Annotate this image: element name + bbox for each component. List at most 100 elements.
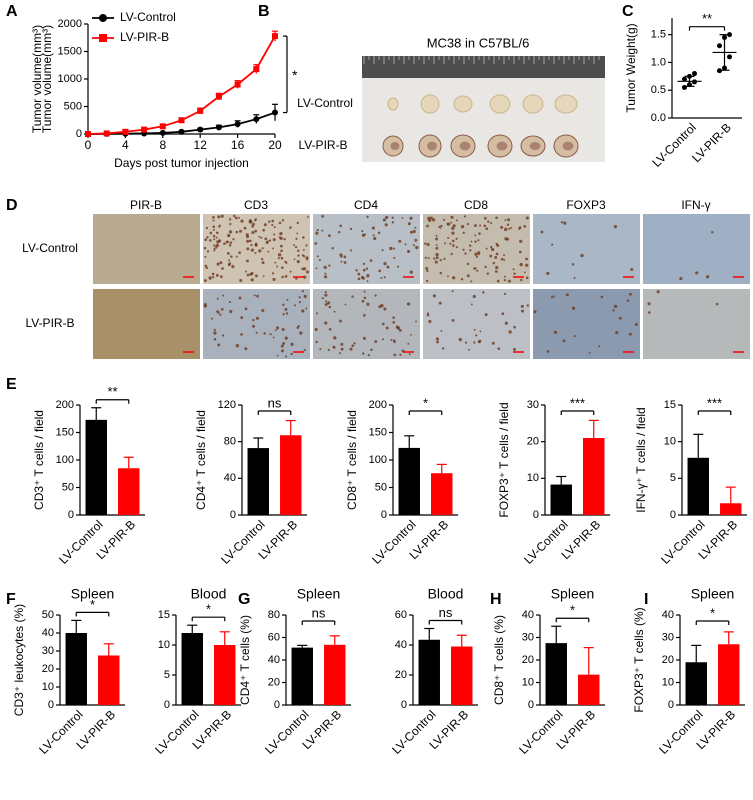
- stain-dot: [252, 318, 255, 322]
- stain-dot: [331, 247, 334, 250]
- stain-dot: [540, 230, 544, 234]
- bar: [431, 473, 453, 515]
- stain-dot: [219, 261, 223, 265]
- stain-dot: [486, 272, 490, 275]
- stain-dot: [316, 255, 319, 258]
- stain-dot: [494, 256, 498, 259]
- micrograph: [313, 214, 420, 284]
- point: [141, 126, 148, 133]
- point: [727, 54, 732, 60]
- stain-dot: [451, 318, 455, 322]
- stain-dot: [435, 246, 439, 250]
- panel-letter: E: [6, 376, 17, 393]
- stain-dot: [211, 272, 215, 276]
- stain-dot: [260, 236, 263, 239]
- stain-dot: [206, 236, 209, 239]
- stain-dot: [407, 342, 410, 345]
- stain-dot: [235, 230, 239, 234]
- stain-dot: [479, 330, 482, 333]
- stain-dot: [412, 244, 415, 247]
- stain-dot: [439, 271, 443, 275]
- stain-dot: [391, 216, 394, 219]
- significance: ns: [439, 605, 453, 620]
- stain-dot: [443, 242, 446, 245]
- stain-dot: [215, 246, 218, 249]
- x-tick-label: LV-Control: [262, 707, 311, 756]
- stain-dot: [305, 256, 309, 260]
- stain-dot: [301, 289, 305, 293]
- chart-title: Blood: [191, 586, 227, 602]
- stain-dot: [523, 271, 526, 274]
- stain-dot: [268, 220, 271, 223]
- y-axis-label: CD8⁺ T cells (%): [492, 615, 506, 705]
- y-tick-label: 500: [64, 100, 82, 112]
- stain-dot: [565, 293, 569, 297]
- stain-dot: [258, 235, 261, 238]
- stain-dot: [216, 297, 219, 300]
- stain-dot: [319, 348, 322, 351]
- stain-dot: [282, 313, 285, 316]
- stain-dot: [212, 234, 216, 238]
- stain-dot: [215, 273, 219, 277]
- stain-dot: [281, 275, 284, 279]
- stain-dot: [526, 304, 530, 307]
- stain-dot: [466, 274, 470, 278]
- stain-dot: [435, 237, 439, 241]
- stain-dot: [450, 221, 453, 224]
- y-tick-label: 150: [369, 426, 387, 438]
- stain-dot: [238, 216, 240, 219]
- stain-dot: [634, 323, 638, 327]
- column-label: CD3: [244, 198, 268, 212]
- stain-dot: [695, 271, 699, 275]
- stain-dot: [705, 275, 710, 279]
- stain-dot: [425, 267, 429, 271]
- stain-dot: [305, 307, 308, 310]
- y-tick-label: 0: [401, 699, 407, 711]
- stain-dot: [215, 231, 219, 235]
- stain-dot: [263, 332, 266, 335]
- stain-dot: [598, 345, 601, 348]
- stain-dot: [464, 341, 468, 344]
- stain-dot: [284, 275, 288, 278]
- bar: [685, 662, 707, 705]
- stain-dot: [231, 265, 235, 269]
- stain-dot: [204, 238, 208, 242]
- stain-dot: [460, 277, 464, 281]
- stain-dot: [267, 250, 270, 253]
- stain-dot: [355, 269, 358, 272]
- bar: [98, 655, 120, 705]
- stain-dot: [476, 269, 479, 272]
- stain-dot: [426, 242, 430, 246]
- stain-dot: [296, 232, 299, 235]
- stain-dot: [227, 240, 229, 243]
- y-tick-label: 30: [522, 631, 534, 643]
- micrograph: [203, 289, 310, 359]
- significance: ns: [268, 395, 282, 410]
- stain-dot: [427, 257, 430, 260]
- stain-dot: [262, 275, 265, 278]
- stain-dot: [647, 302, 651, 306]
- column-label: IFN-γ: [681, 198, 710, 212]
- x-tick-label: LV-Control: [218, 517, 267, 566]
- stain-dot: [470, 280, 473, 283]
- y-tick-label: 20: [522, 654, 534, 666]
- stain-dot: [473, 328, 476, 331]
- stain-dot: [477, 253, 480, 256]
- y-tick-label: 40: [224, 472, 236, 484]
- stain-dot: [298, 301, 301, 304]
- stain-dot: [551, 243, 554, 246]
- bar: [118, 468, 140, 515]
- stain-dot: [208, 276, 212, 280]
- stain-dot: [452, 244, 455, 247]
- stain-dot: [272, 277, 276, 282]
- stain-dot: [248, 219, 253, 223]
- stain-dot: [474, 252, 478, 256]
- point: [234, 81, 241, 88]
- stain-dot: [432, 294, 436, 298]
- stain-dot: [239, 278, 243, 283]
- stain-dot: [324, 303, 328, 307]
- y-tick-label: 2000: [58, 18, 82, 30]
- stain-dot: [315, 340, 318, 344]
- stain-dot: [495, 266, 499, 270]
- stain-dot: [284, 260, 287, 263]
